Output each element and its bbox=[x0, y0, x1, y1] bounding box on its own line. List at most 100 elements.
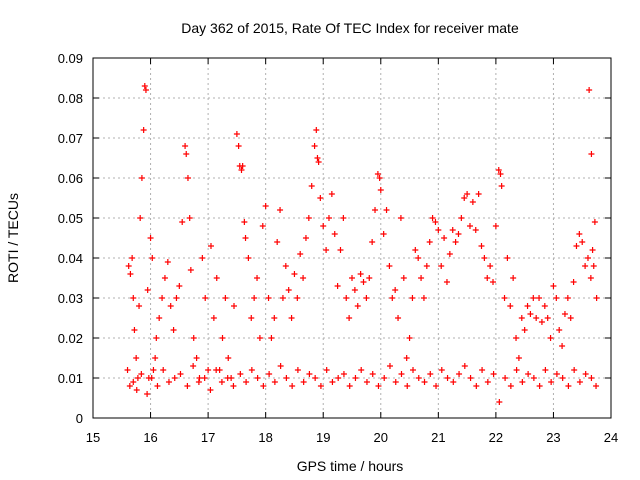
y-tick-label: 0.09 bbox=[58, 51, 83, 66]
data-point bbox=[352, 375, 359, 381]
data-point bbox=[254, 275, 261, 281]
y-tick-label: 0.02 bbox=[58, 331, 83, 346]
data-point bbox=[524, 303, 531, 309]
x-tick-label: 21 bbox=[431, 430, 445, 445]
data-point bbox=[289, 383, 296, 389]
data-point bbox=[455, 231, 462, 237]
data-point bbox=[183, 151, 190, 157]
data-point bbox=[449, 227, 456, 233]
data-point bbox=[340, 371, 347, 377]
data-point bbox=[243, 379, 250, 385]
data-point bbox=[349, 275, 355, 281]
data-point bbox=[239, 163, 246, 169]
data-point bbox=[553, 371, 560, 377]
data-point bbox=[579, 239, 586, 245]
data-point bbox=[363, 379, 370, 385]
data-point bbox=[294, 295, 301, 301]
data-point bbox=[398, 371, 405, 377]
data-point bbox=[444, 375, 451, 381]
grid bbox=[93, 58, 611, 418]
data-point bbox=[150, 367, 157, 373]
x-tick-label: 22 bbox=[489, 430, 503, 445]
data-point bbox=[127, 271, 134, 277]
y-tick-label: 0.04 bbox=[58, 251, 83, 266]
data-point bbox=[285, 287, 292, 293]
data-point bbox=[415, 255, 422, 261]
data-point bbox=[266, 371, 273, 377]
x-tick-label: 19 bbox=[316, 430, 330, 445]
data-point bbox=[133, 387, 140, 393]
data-point bbox=[484, 379, 491, 385]
data-point bbox=[498, 183, 505, 189]
data-point bbox=[538, 319, 545, 325]
data-point bbox=[495, 167, 502, 173]
data-point bbox=[222, 295, 229, 301]
x-tick-label: 20 bbox=[374, 430, 388, 445]
data-point bbox=[233, 131, 240, 137]
data-point bbox=[392, 379, 399, 385]
data-point bbox=[392, 287, 399, 293]
data-point bbox=[133, 355, 140, 361]
data-point bbox=[501, 295, 508, 301]
y-tick-label: 0.05 bbox=[58, 211, 83, 226]
data-point bbox=[479, 367, 486, 373]
data-point bbox=[312, 375, 319, 381]
data-point bbox=[536, 295, 543, 301]
data-point bbox=[179, 219, 186, 225]
data-point bbox=[593, 295, 600, 301]
data-point bbox=[331, 231, 338, 237]
data-point bbox=[161, 275, 168, 281]
data-point bbox=[235, 143, 242, 149]
data-point bbox=[137, 215, 144, 221]
data-point bbox=[369, 239, 376, 245]
plot-frame bbox=[92, 57, 612, 419]
data-point bbox=[375, 383, 382, 389]
data-point bbox=[190, 335, 197, 341]
data-point bbox=[565, 383, 572, 389]
data-point bbox=[587, 275, 594, 281]
data-point bbox=[542, 367, 549, 373]
data-point bbox=[458, 215, 465, 221]
data-point bbox=[576, 231, 583, 237]
data-point bbox=[297, 251, 304, 257]
data-point bbox=[334, 283, 341, 289]
data-point bbox=[443, 279, 450, 285]
data-point bbox=[186, 215, 193, 221]
data-point bbox=[313, 127, 320, 133]
data-point bbox=[427, 371, 434, 377]
data-point bbox=[124, 367, 131, 373]
data-point bbox=[527, 311, 534, 317]
data-point bbox=[308, 183, 315, 189]
data-point bbox=[426, 239, 433, 245]
data-point bbox=[530, 295, 537, 301]
data-point bbox=[177, 371, 184, 377]
y-axis-label: ROTI / TECUs bbox=[5, 193, 21, 283]
data-point bbox=[343, 295, 350, 301]
x-tick-label: 18 bbox=[258, 430, 272, 445]
data-point bbox=[518, 315, 525, 321]
data-point bbox=[271, 315, 278, 321]
data-point bbox=[277, 363, 284, 369]
axis-ticks bbox=[92, 57, 612, 419]
data-point bbox=[589, 247, 596, 253]
data-point bbox=[300, 275, 307, 281]
data-point bbox=[559, 375, 566, 381]
data-point bbox=[156, 315, 163, 321]
data-point bbox=[302, 235, 309, 241]
data-point bbox=[314, 155, 321, 161]
data-points bbox=[124, 83, 600, 405]
data-point bbox=[564, 295, 571, 301]
data-point bbox=[556, 327, 563, 333]
data-point bbox=[219, 335, 226, 341]
data-point bbox=[548, 379, 555, 385]
data-point bbox=[210, 315, 217, 321]
data-point bbox=[504, 255, 511, 261]
data-point bbox=[125, 263, 132, 269]
y-tick-label: 0.08 bbox=[58, 91, 83, 106]
data-point bbox=[165, 379, 172, 385]
data-point bbox=[510, 275, 517, 281]
data-point bbox=[421, 379, 428, 385]
data-point bbox=[142, 87, 149, 93]
data-point bbox=[481, 255, 488, 261]
